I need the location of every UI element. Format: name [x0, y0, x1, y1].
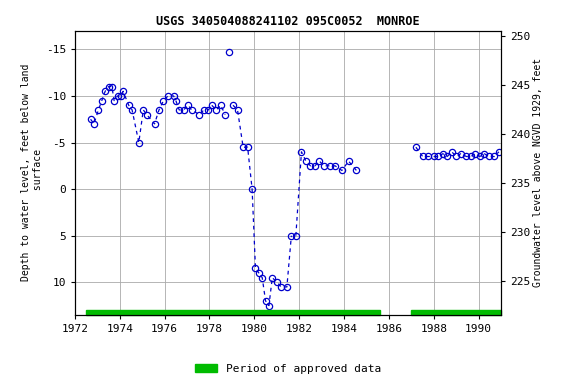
Y-axis label: Groundwater level above NGVD 1929, feet: Groundwater level above NGVD 1929, feet [533, 58, 543, 287]
Bar [86, 310, 380, 315]
Y-axis label: Depth to water level, feet below land
 surface: Depth to water level, feet below land su… [21, 64, 43, 281]
Legend: Period of approved data: Period of approved data [191, 359, 385, 379]
Bar [411, 310, 501, 315]
Title: USGS 340504088241102 095C0052  MONROE: USGS 340504088241102 095C0052 MONROE [156, 15, 420, 28]
